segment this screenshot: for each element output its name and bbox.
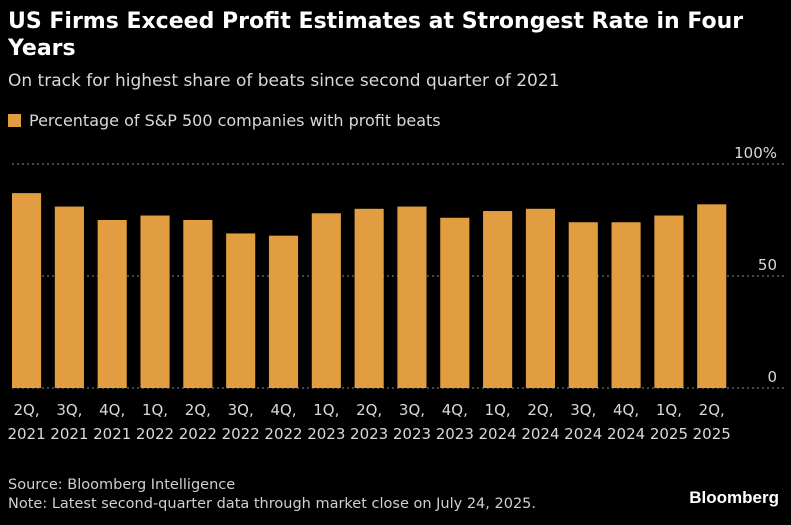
x-tick-label: 4Q, — [270, 401, 296, 419]
bar — [183, 220, 213, 388]
x-tick-label: 2021 — [50, 425, 88, 443]
footer: Source: Bloomberg Intelligence Note: Lat… — [8, 476, 536, 514]
x-tick-label: 1Q, — [485, 401, 511, 419]
bloomberg-logo: Bloomberg — [689, 488, 779, 507]
x-tick-label: 4Q, — [99, 401, 125, 419]
x-tick-label: 3Q, — [228, 401, 254, 419]
x-tick-label: 2Q, — [356, 401, 382, 419]
bar — [440, 217, 470, 388]
y-tick-label: 100% — [734, 144, 777, 162]
x-tick-label: 2023 — [393, 425, 431, 443]
bar — [226, 233, 256, 388]
bar — [654, 215, 684, 388]
bar — [611, 222, 641, 388]
chart-subtitle: On track for highest share of beats sinc… — [8, 71, 560, 91]
x-tick-label: 2025 — [650, 425, 688, 443]
bar — [54, 206, 84, 388]
x-tick-label: 1Q, — [142, 401, 168, 419]
x-tick-label: 2Q, — [527, 401, 553, 419]
chart-title: US Firms Exceed Profit Estimates at Stro… — [8, 9, 744, 61]
y-tick-label: 0 — [767, 368, 777, 386]
y-tick-label: 50 — [758, 256, 777, 274]
legend: Percentage of S&P 500 companies with pro… — [8, 111, 441, 130]
x-tick-label: 2021 — [93, 425, 131, 443]
source-note: Source: Bloomberg Intelligence — [8, 477, 236, 493]
x-tick-label: 2025 — [693, 425, 731, 443]
x-tick-label: 2024 — [521, 425, 559, 443]
x-tick-label: 2023 — [436, 425, 474, 443]
bar — [697, 204, 727, 388]
legend-swatch — [8, 114, 21, 127]
bar — [140, 215, 170, 388]
legend-label: Percentage of S&P 500 companies with pro… — [29, 111, 441, 130]
x-tick-label: 3Q, — [570, 401, 596, 419]
x-tick-label: 2021 — [7, 425, 45, 443]
bar — [268, 235, 299, 388]
x-tick-label: 2024 — [479, 425, 517, 443]
x-tick-label: 2023 — [307, 425, 345, 443]
footnote: Note: Latest second-quarter data through… — [8, 496, 537, 512]
x-tick-label: 2Q, — [13, 401, 39, 419]
x-tick-label: 3Q, — [399, 401, 425, 419]
x-tick-label: 1Q, — [656, 401, 682, 419]
x-tick-label: 2022 — [179, 425, 217, 443]
x-tick-label: 2023 — [350, 425, 388, 443]
bar — [483, 211, 513, 388]
x-tick-label: 2024 — [607, 425, 645, 443]
x-tick-label: 3Q, — [56, 401, 82, 419]
x-tick-label: 2022 — [136, 425, 174, 443]
x-tick-label: 2022 — [222, 425, 260, 443]
bar — [354, 208, 384, 388]
bar — [12, 193, 42, 388]
x-tick-label: 2Q, — [185, 401, 211, 419]
x-tick-label: 2Q, — [699, 401, 725, 419]
bar — [311, 213, 341, 388]
bar — [568, 222, 598, 388]
x-tick-label: 4Q, — [613, 401, 639, 419]
x-tick-label: 1Q, — [313, 401, 339, 419]
x-tick-label: 4Q, — [442, 401, 468, 419]
bar — [397, 206, 427, 388]
bar — [525, 208, 556, 388]
x-tick-label: 2022 — [264, 425, 302, 443]
bar-chart: 100% 50 0 2Q, 2021 3Q, 2021 4Q, 2021 1Q, 2022 2Q, 20… — [7, 144, 785, 443]
x-tick-label: 2024 — [564, 425, 602, 443]
bar — [97, 220, 127, 388]
